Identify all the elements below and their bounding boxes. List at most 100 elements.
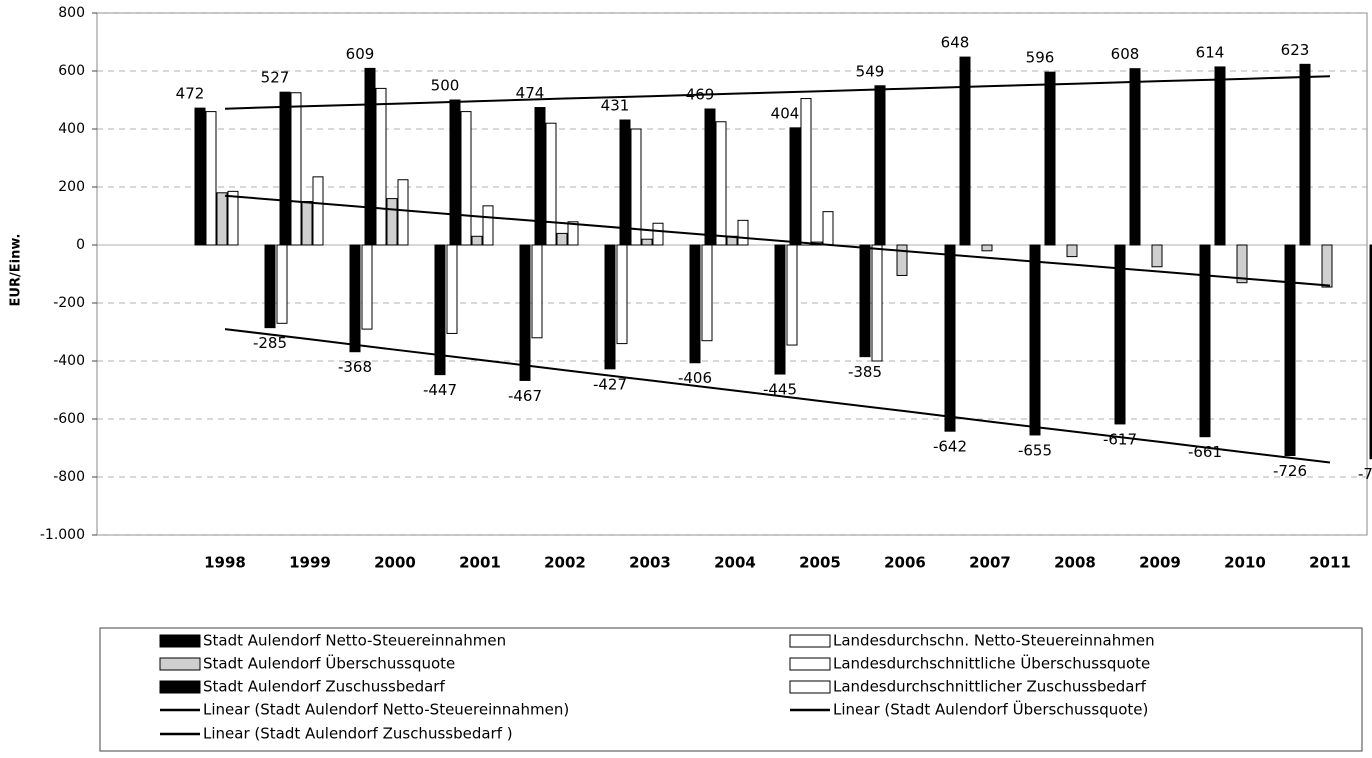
data-label: 609 [346,45,375,63]
legend-swatch [159,634,201,648]
bar [871,244,883,362]
y-axis-label: EUR/Einw. [9,234,24,307]
bar [1284,244,1296,457]
bar [290,92,302,246]
bar [689,244,701,364]
legend-swatch [789,634,831,648]
trend-line [224,328,1331,464]
legend-label: Stadt Aulendorf Netto-Steuereinnahmen [203,632,506,650]
data-label: 431 [601,97,630,115]
bar [531,244,543,339]
x-tick-label: 2011 [1309,554,1351,572]
legend-swatch [789,657,831,671]
data-label: -726 [1273,462,1307,480]
bar [630,128,642,246]
bar [715,121,727,246]
bar [349,244,361,353]
bar [434,244,446,376]
y-tick-label: 400 [58,121,85,137]
bar [205,111,217,246]
bar [641,238,653,246]
bar [460,111,472,246]
bar [1029,244,1041,436]
trend-line [224,75,1331,110]
data-label: -642 [933,438,967,456]
bar [216,192,228,246]
bar [619,119,631,246]
bar [859,244,871,358]
x-tick-label: 2003 [629,554,671,572]
legend-swatch [159,680,201,694]
y-tick-label: -400 [53,353,85,369]
data-label: 404 [771,104,800,122]
legend-label: Stadt Aulendorf Überschussquote [203,654,455,673]
bar [604,244,616,370]
data-label: 500 [431,77,460,95]
bar [1199,244,1211,438]
bar [704,108,716,246]
data-label: 472 [176,85,205,103]
bar [800,98,812,246]
data-label: 527 [261,69,290,87]
bar [652,222,664,246]
y-tick-label: -800 [53,469,85,485]
data-label: -406 [678,369,712,387]
bar [1321,244,1333,288]
y-tick-label: 200 [58,179,85,195]
bar [397,179,409,246]
x-tick-label: 2006 [884,554,926,572]
x-tick-label: 2008 [1054,554,1096,572]
y-tick-label: 600 [58,63,85,79]
bar [386,198,398,246]
bar [446,244,458,334]
legend-label: Landesdurchschn. Netto-Steuereinnahmen [833,632,1155,650]
bar [1066,244,1078,258]
x-tick-label: 2010 [1224,554,1266,572]
bar [194,107,206,246]
data-label: -447 [423,381,457,399]
bar [312,176,324,246]
bar [279,91,291,246]
legend-label: Linear (Stadt Aulendorf Netto-Steuereinn… [203,701,569,719]
data-label: -467 [508,387,542,405]
bar [1214,66,1226,246]
legend-box [99,627,1363,752]
bar [981,244,993,252]
bar [874,85,886,246]
data-label: -427 [593,375,627,393]
x-tick-label: 2000 [374,554,416,572]
y-tick-label: -600 [53,411,85,427]
x-tick-label: 1998 [204,554,246,572]
bar [1129,68,1141,246]
y-tick-label: -200 [53,295,85,311]
bar [774,244,786,375]
bar [822,211,834,246]
data-label: 608 [1111,45,1140,63]
bar [1114,244,1126,425]
legend-label: Landesdurchschnittliche Überschussquote [833,654,1150,673]
trend-line [224,194,1331,287]
bar [375,87,387,246]
data-label: 474 [516,84,545,102]
bar [701,244,713,342]
x-tick-label: 2005 [799,554,841,572]
bar [361,244,373,330]
data-label: -737 [1358,465,1372,483]
data-label: 549 [856,62,885,80]
bar [1369,244,1372,460]
data-label: -655 [1018,441,1052,459]
x-tick-label: 2001 [459,554,501,572]
x-tick-label: 2004 [714,554,756,572]
bar [944,244,956,432]
data-label: 614 [1196,43,1225,61]
data-label: 623 [1281,41,1310,59]
data-label: 596 [1026,49,1055,67]
legend-label: Linear (Stadt Aulendorf Zuschussbedarf ) [203,725,513,743]
y-tick-label: 0 [76,237,85,253]
bar [449,99,461,246]
data-label: -445 [763,381,797,399]
bar [471,235,483,246]
bar [227,190,239,246]
x-tick-label: 2007 [969,554,1011,572]
bar [616,244,628,345]
